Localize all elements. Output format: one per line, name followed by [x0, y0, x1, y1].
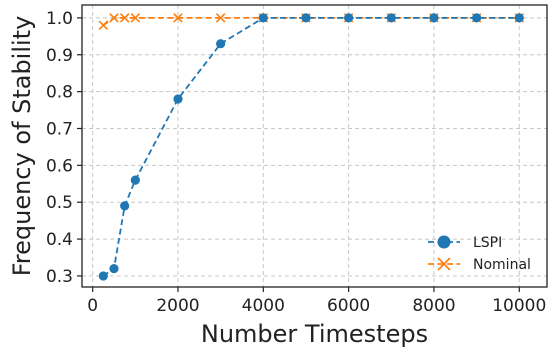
- y-tick-label: 0.9: [46, 46, 73, 66]
- y-tick-label: 1.0: [46, 9, 73, 29]
- legend: LSPI Nominal: [428, 235, 531, 273]
- data-point-lspi: [344, 13, 354, 23]
- data-point-lspi: [98, 271, 108, 281]
- legend-label-lspi: LSPI: [473, 235, 502, 251]
- x-tick-label: 0: [87, 296, 98, 316]
- x-tick-label: 8000: [412, 296, 455, 316]
- x-axis-label: Number Timesteps: [201, 320, 428, 348]
- y-axis-label: Frequency of Stability: [8, 16, 36, 277]
- data-point-nominal: [215, 13, 226, 23]
- data-point-nominal: [173, 13, 183, 23]
- data-point-lspi: [472, 13, 482, 23]
- series-nominal: [98, 13, 525, 31]
- legend-marker-lspi: [437, 235, 451, 249]
- data-point-lspi: [173, 94, 183, 104]
- series-line-nominal: [102, 17, 520, 27]
- x-tick-label: 2000: [156, 296, 199, 316]
- data-point-nominal: [109, 13, 119, 23]
- data-point-lspi: [386, 13, 396, 23]
- data-point-lspi: [258, 13, 268, 23]
- plot-frame: [81, 4, 548, 288]
- data-point-lspi: [109, 263, 119, 274]
- data-point-nominal: [119, 13, 130, 23]
- data-point-lspi: [216, 39, 226, 49]
- legend-item-lspi: LSPI: [428, 235, 502, 251]
- x-tick-label: 6000: [327, 296, 370, 316]
- data-point-lspi: [429, 13, 439, 23]
- data-point-lspi: [514, 13, 524, 23]
- legend-label-nominal: Nominal: [473, 257, 531, 273]
- data-point-lspi: [130, 175, 140, 185]
- y-tick-label: 0.3: [46, 267, 73, 287]
- series-lspi: [98, 13, 524, 281]
- legend-item-nominal: Nominal: [428, 257, 531, 273]
- x-tick-label: 4000: [242, 296, 285, 316]
- series-line-lspi: [102, 17, 520, 277]
- data-point-nominal: [130, 13, 141, 23]
- y-tick-label: 0.7: [46, 119, 73, 139]
- y-tick-label: 0.5: [46, 193, 73, 213]
- data-point-lspi: [301, 13, 311, 23]
- series-layer: [98, 13, 525, 281]
- legend-marker-nominal: [437, 257, 451, 271]
- data-point-lspi: [120, 201, 130, 211]
- x-tick-label: 10000: [492, 296, 546, 316]
- y-tick-label: 0.6: [46, 156, 73, 176]
- y-tick-label: 0.8: [46, 83, 73, 103]
- y-tick-label: 0.4: [46, 230, 73, 250]
- ticks: 0 2000 4000 6000 8000 10000 0.3 0.4 0.5 0.6 0.7 0.8…: [46, 9, 546, 316]
- data-point-nominal: [98, 20, 109, 31]
- grid: [82, 5, 547, 287]
